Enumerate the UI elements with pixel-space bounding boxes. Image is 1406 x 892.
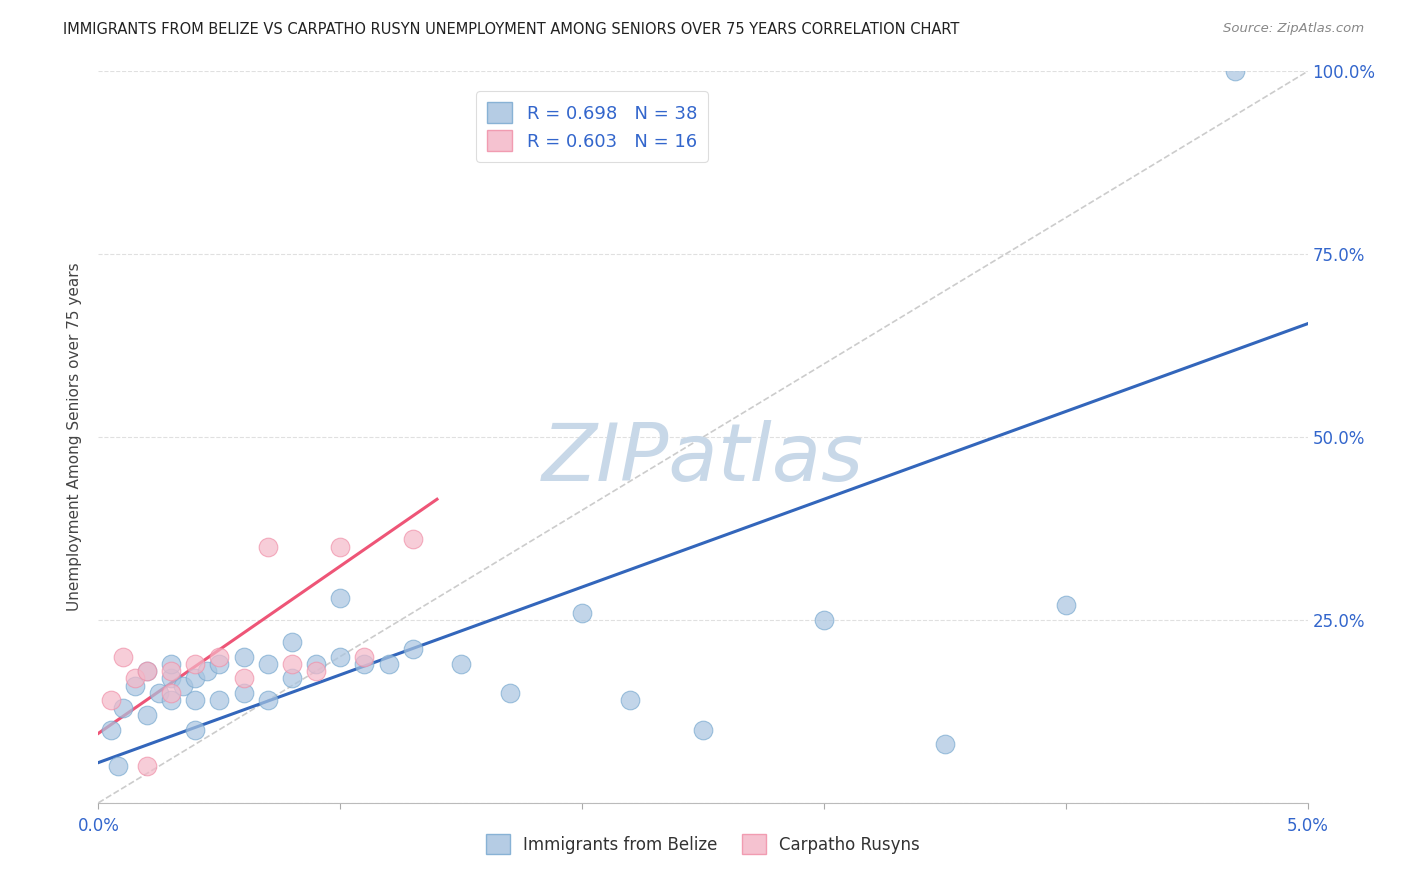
Point: [135, 759, 157, 773]
Point: [160, 686, 183, 700]
Point: [232, 686, 254, 700]
Point: [232, 649, 254, 664]
Point: [571, 606, 593, 620]
Text: ZIPatlas: ZIPatlas: [541, 420, 865, 498]
Point: [1054, 599, 1077, 613]
Point: [305, 657, 328, 671]
Point: [402, 533, 425, 547]
Point: [100, 723, 122, 737]
Point: [107, 759, 129, 773]
Point: [353, 649, 375, 664]
Point: [135, 708, 157, 723]
Point: [329, 591, 352, 605]
Point: [256, 693, 278, 707]
Point: [160, 657, 183, 671]
Point: [172, 679, 194, 693]
Point: [100, 693, 122, 707]
Point: [124, 672, 146, 686]
Point: [619, 693, 641, 707]
Point: [184, 693, 207, 707]
Point: [813, 613, 835, 627]
Point: [208, 657, 231, 671]
Point: [208, 649, 231, 664]
Y-axis label: Unemployment Among Seniors over 75 years: Unemployment Among Seniors over 75 years: [67, 263, 83, 611]
Point: [111, 649, 134, 664]
Point: [256, 540, 278, 554]
Point: [329, 649, 352, 664]
Point: [934, 737, 956, 751]
Point: [148, 686, 170, 700]
Point: [232, 672, 254, 686]
Point: [281, 657, 304, 671]
Point: [184, 657, 207, 671]
Point: [498, 686, 520, 700]
Point: [184, 672, 207, 686]
Text: IMMIGRANTS FROM BELIZE VS CARPATHO RUSYN UNEMPLOYMENT AMONG SENIORS OVER 75 YEAR: IMMIGRANTS FROM BELIZE VS CARPATHO RUSYN…: [63, 22, 960, 37]
Point: [353, 657, 375, 671]
Point: [184, 723, 207, 737]
Legend: Immigrants from Belize, Carpatho Rusyns: Immigrants from Belize, Carpatho Rusyns: [479, 828, 927, 860]
Point: [402, 642, 425, 657]
Point: [1223, 64, 1246, 78]
Point: [256, 657, 278, 671]
Point: [281, 635, 304, 649]
Point: [450, 657, 472, 671]
Point: [305, 664, 328, 678]
Point: [329, 540, 352, 554]
Point: [111, 700, 134, 714]
Point: [208, 693, 231, 707]
Point: [692, 723, 714, 737]
Point: [135, 664, 157, 678]
Point: [377, 657, 399, 671]
Point: [135, 664, 157, 678]
Point: [124, 679, 146, 693]
Point: [160, 672, 183, 686]
Point: [281, 672, 304, 686]
Text: Source: ZipAtlas.com: Source: ZipAtlas.com: [1223, 22, 1364, 36]
Point: [160, 693, 183, 707]
Point: [195, 664, 218, 678]
Point: [160, 664, 183, 678]
